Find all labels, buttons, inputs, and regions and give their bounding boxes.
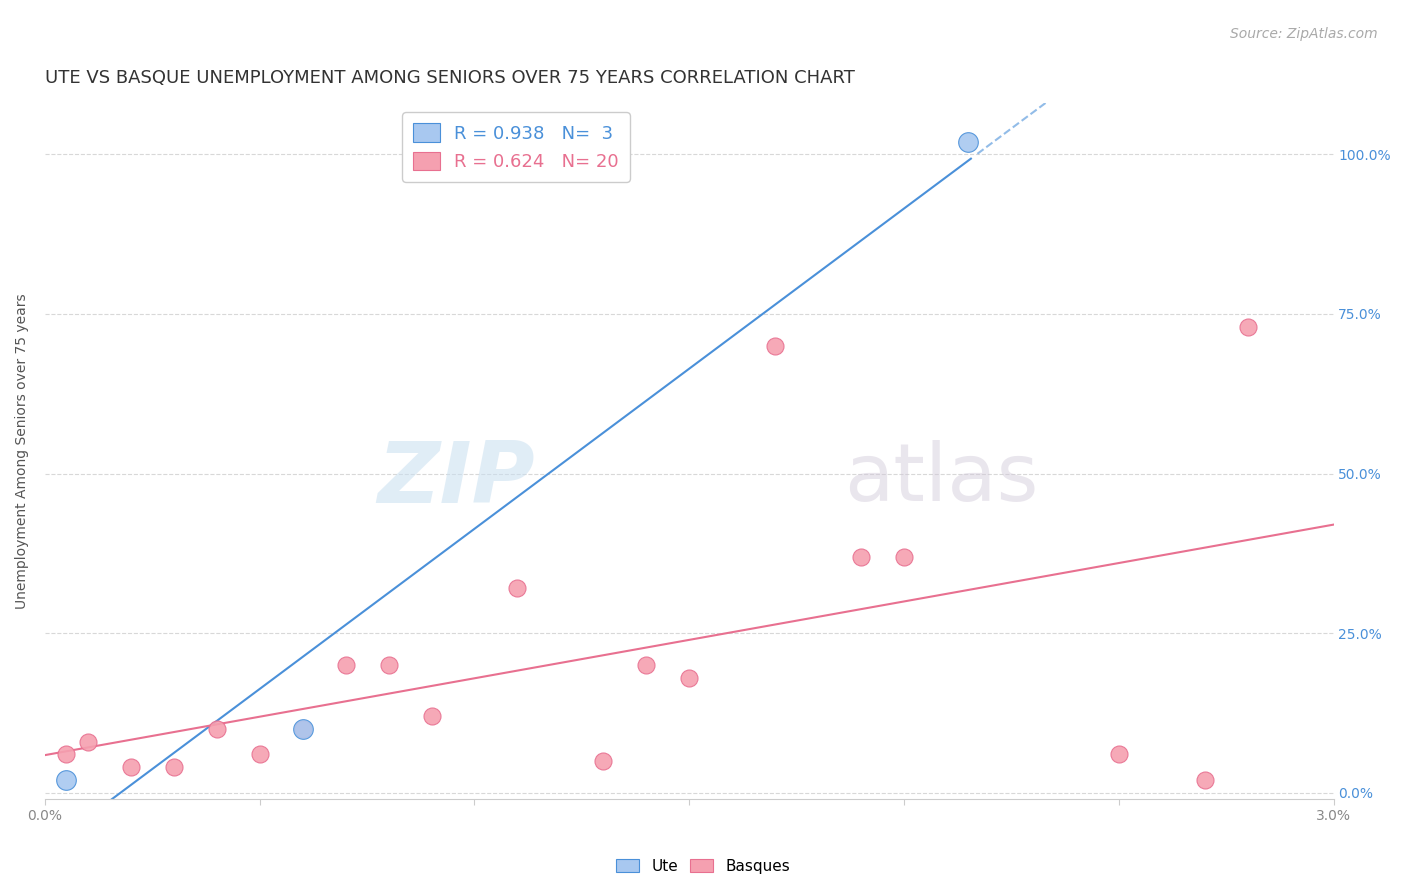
Point: [249, 747, 271, 762]
Point: [1236, 319, 1258, 334]
Legend: R = 0.938   N=  3, R = 0.624   N= 20: R = 0.938 N= 3, R = 0.624 N= 20: [402, 112, 630, 182]
Point: [205, 722, 228, 736]
Point: [1194, 772, 1216, 787]
Point: [957, 135, 980, 149]
Point: [377, 658, 399, 673]
Y-axis label: Unemployment Among Seniors over 75 years: Unemployment Among Seniors over 75 years: [15, 293, 30, 609]
Point: [77, 734, 100, 748]
Point: [678, 671, 700, 685]
Point: [506, 582, 529, 596]
Point: [55, 772, 77, 787]
Point: [291, 722, 314, 736]
Text: Source: ZipAtlas.com: Source: ZipAtlas.com: [1230, 27, 1378, 41]
Point: [335, 658, 357, 673]
Text: UTE VS BASQUE UNEMPLOYMENT AMONG SENIORS OVER 75 YEARS CORRELATION CHART: UTE VS BASQUE UNEMPLOYMENT AMONG SENIORS…: [45, 69, 855, 87]
Point: [420, 709, 443, 723]
Point: [55, 747, 77, 762]
Legend: Ute, Basques: Ute, Basques: [610, 853, 796, 880]
Point: [636, 658, 658, 673]
Point: [849, 549, 872, 564]
Point: [120, 760, 142, 774]
Text: ZIP: ZIP: [377, 438, 534, 521]
Point: [893, 549, 915, 564]
Point: [291, 722, 314, 736]
Point: [592, 754, 614, 768]
Point: [1108, 747, 1130, 762]
Point: [163, 760, 186, 774]
Point: [763, 339, 786, 353]
Text: atlas: atlas: [844, 440, 1038, 518]
